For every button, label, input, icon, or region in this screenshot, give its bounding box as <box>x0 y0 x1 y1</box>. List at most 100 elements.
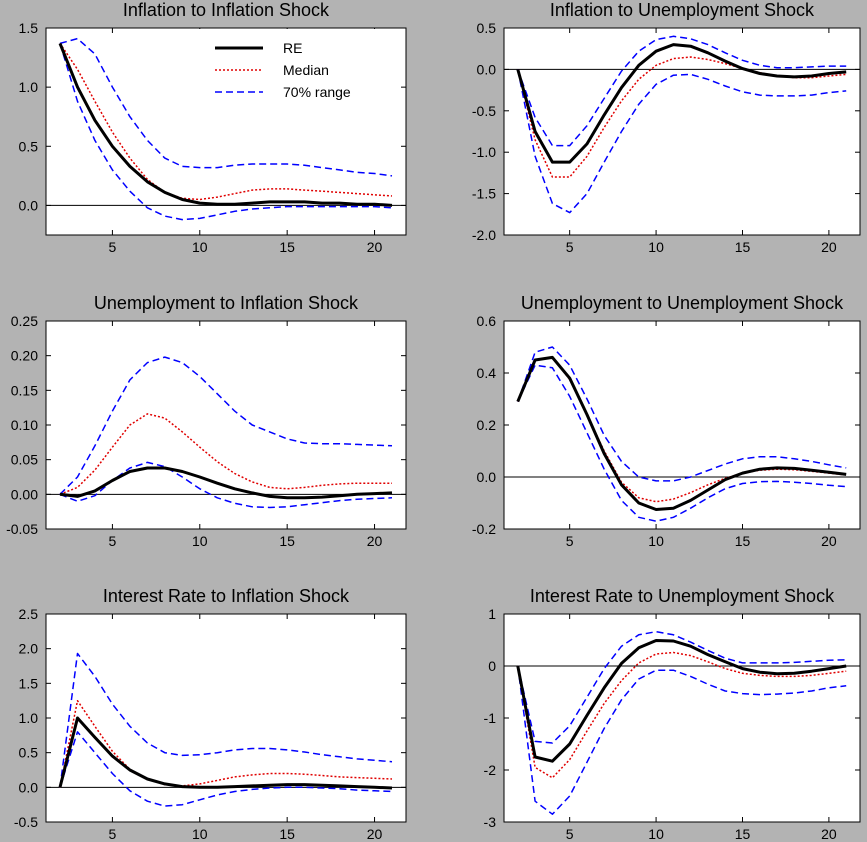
series-line-70pct-range-upper <box>517 346 847 482</box>
y-tick-label: -0.5 <box>14 814 38 830</box>
x-tick-label: 10 <box>192 239 208 255</box>
x-tick-label: 20 <box>821 533 837 549</box>
y-tick-label: 1.0 <box>19 710 39 726</box>
x-tick-label: 15 <box>279 533 295 549</box>
y-tick-label: -0.2 <box>472 521 496 537</box>
series-line-70pct-range-upper <box>517 630 847 744</box>
series-line-median <box>59 42 393 201</box>
chart-panel-4: Unemployment to Unemployment Shock 5 10 15 2… <box>472 293 861 549</box>
y-tick-label: 0.5 <box>477 20 497 36</box>
legend: RE Median 70% range <box>199 29 397 114</box>
plot-area <box>45 320 407 530</box>
y-tick-label: 0.2 <box>477 417 497 433</box>
y-tick-label: 2.0 <box>19 641 39 657</box>
series-line-70pct-range-upper <box>59 37 393 177</box>
legend-box <box>199 29 397 114</box>
chart-title: Inflation to Unemployment Shock <box>550 0 815 20</box>
x-tick-label: 10 <box>192 826 208 842</box>
plot-area <box>503 27 861 236</box>
x-tick-label: 5 <box>566 826 574 842</box>
x-tick-label: 10 <box>648 826 664 842</box>
y-tick-label: -1.5 <box>472 186 496 202</box>
chart-panel-5: Interest Rate to Inflation Shock 5 10 15 20 -… <box>14 586 407 842</box>
y-tick-label: 0.0 <box>19 779 39 795</box>
chart-panel-2: Inflation to Unemployment Shock 5 10 15 20 -2… <box>472 0 861 255</box>
x-tick-label: 5 <box>109 533 117 549</box>
y-tick-label: 1.0 <box>19 79 39 95</box>
y-tick-label: 0.5 <box>19 138 39 154</box>
y-tick-label: 0.6 <box>477 313 497 329</box>
y-tick-label: -2.0 <box>472 227 496 243</box>
x-tick-label: 20 <box>367 239 383 255</box>
x-tick-label: 15 <box>279 826 295 842</box>
series-line-70pct-range-lower <box>517 665 847 815</box>
chart-title: Inflation to Inflation Shock <box>123 0 330 20</box>
y-tick-label: 0.0 <box>19 197 39 213</box>
series-line-70pct-range-upper <box>59 356 393 495</box>
series-line-median <box>517 56 847 178</box>
plot-area <box>45 613 407 823</box>
x-tick-label: 5 <box>109 826 117 842</box>
chart-title: Unemployment to Inflation Shock <box>94 293 359 313</box>
y-tick-label: 0.0 <box>477 61 497 77</box>
y-tick-label: 0.05 <box>11 452 38 468</box>
x-tick-label: 15 <box>735 239 751 255</box>
series-line-70pct-range-lower <box>59 731 393 807</box>
series-line-70pct-range-lower <box>59 43 393 221</box>
plot-area <box>503 613 861 823</box>
y-tick-label: -2 <box>484 762 497 778</box>
series-line-re <box>516 639 847 763</box>
series-line-re <box>59 466 393 500</box>
y-tick-label: -1 <box>484 710 497 726</box>
y-tick-label: 0.15 <box>11 382 38 398</box>
y-tick-label: 0.5 <box>19 745 39 761</box>
y-tick-label: 0.00 <box>11 486 38 502</box>
y-tick-label: 0.20 <box>11 348 38 364</box>
series-line-70pct-range-upper <box>517 35 847 147</box>
x-tick-label: 10 <box>648 239 664 255</box>
x-tick-label: 15 <box>735 826 751 842</box>
chart-title: Interest Rate to Unemployment Shock <box>530 586 835 606</box>
series-line-re <box>58 42 393 207</box>
y-tick-label: -1.0 <box>472 144 496 160</box>
legend-label-70pct-range: 70% range <box>283 84 351 100</box>
series-line-re <box>516 43 847 164</box>
plot-area <box>503 320 861 530</box>
x-tick-label: 10 <box>192 533 208 549</box>
series-line-70pct-range-upper <box>59 652 393 788</box>
x-tick-label: 15 <box>279 239 295 255</box>
y-tick-label: 0 <box>488 658 496 674</box>
series-line-re <box>516 355 847 511</box>
chart-title: Unemployment to Unemployment Shock <box>521 293 844 313</box>
x-tick-label: 20 <box>367 826 383 842</box>
y-tick-label: 1.5 <box>19 675 39 691</box>
series-line-70pct-range-lower <box>517 364 847 522</box>
x-tick-label: 5 <box>566 239 574 255</box>
x-tick-label: 15 <box>735 533 751 549</box>
series-line-median <box>59 413 392 495</box>
series-line-median <box>517 651 847 779</box>
y-tick-label: 2.5 <box>19 606 39 622</box>
y-tick-label: 0.25 <box>11 313 38 329</box>
y-tick-label: -3 <box>484 814 497 830</box>
x-tick-label: 20 <box>821 826 837 842</box>
x-tick-label: 5 <box>566 533 574 549</box>
chart-title: Interest Rate to Inflation Shock <box>103 586 350 606</box>
series-line-70pct-range-lower <box>59 461 393 509</box>
x-tick-label: 10 <box>648 533 664 549</box>
x-tick-label: 5 <box>109 239 117 255</box>
x-tick-label: 20 <box>367 533 383 549</box>
y-tick-label: -0.05 <box>6 521 38 537</box>
y-tick-label: -0.5 <box>472 103 496 119</box>
chart-panel-3: Unemployment to Inflation Shock 5 10 15 20 -0… <box>6 293 407 549</box>
x-tick-label: 20 <box>821 239 837 255</box>
y-tick-label: 1 <box>488 606 496 622</box>
series-line-70pct-range-lower <box>517 69 847 214</box>
legend-label-re: RE <box>283 40 302 56</box>
legend-label-median: Median <box>283 62 329 78</box>
y-tick-label: 0.10 <box>11 417 38 433</box>
y-tick-label: 1.5 <box>19 20 39 36</box>
y-tick-label: 0.4 <box>477 365 497 381</box>
